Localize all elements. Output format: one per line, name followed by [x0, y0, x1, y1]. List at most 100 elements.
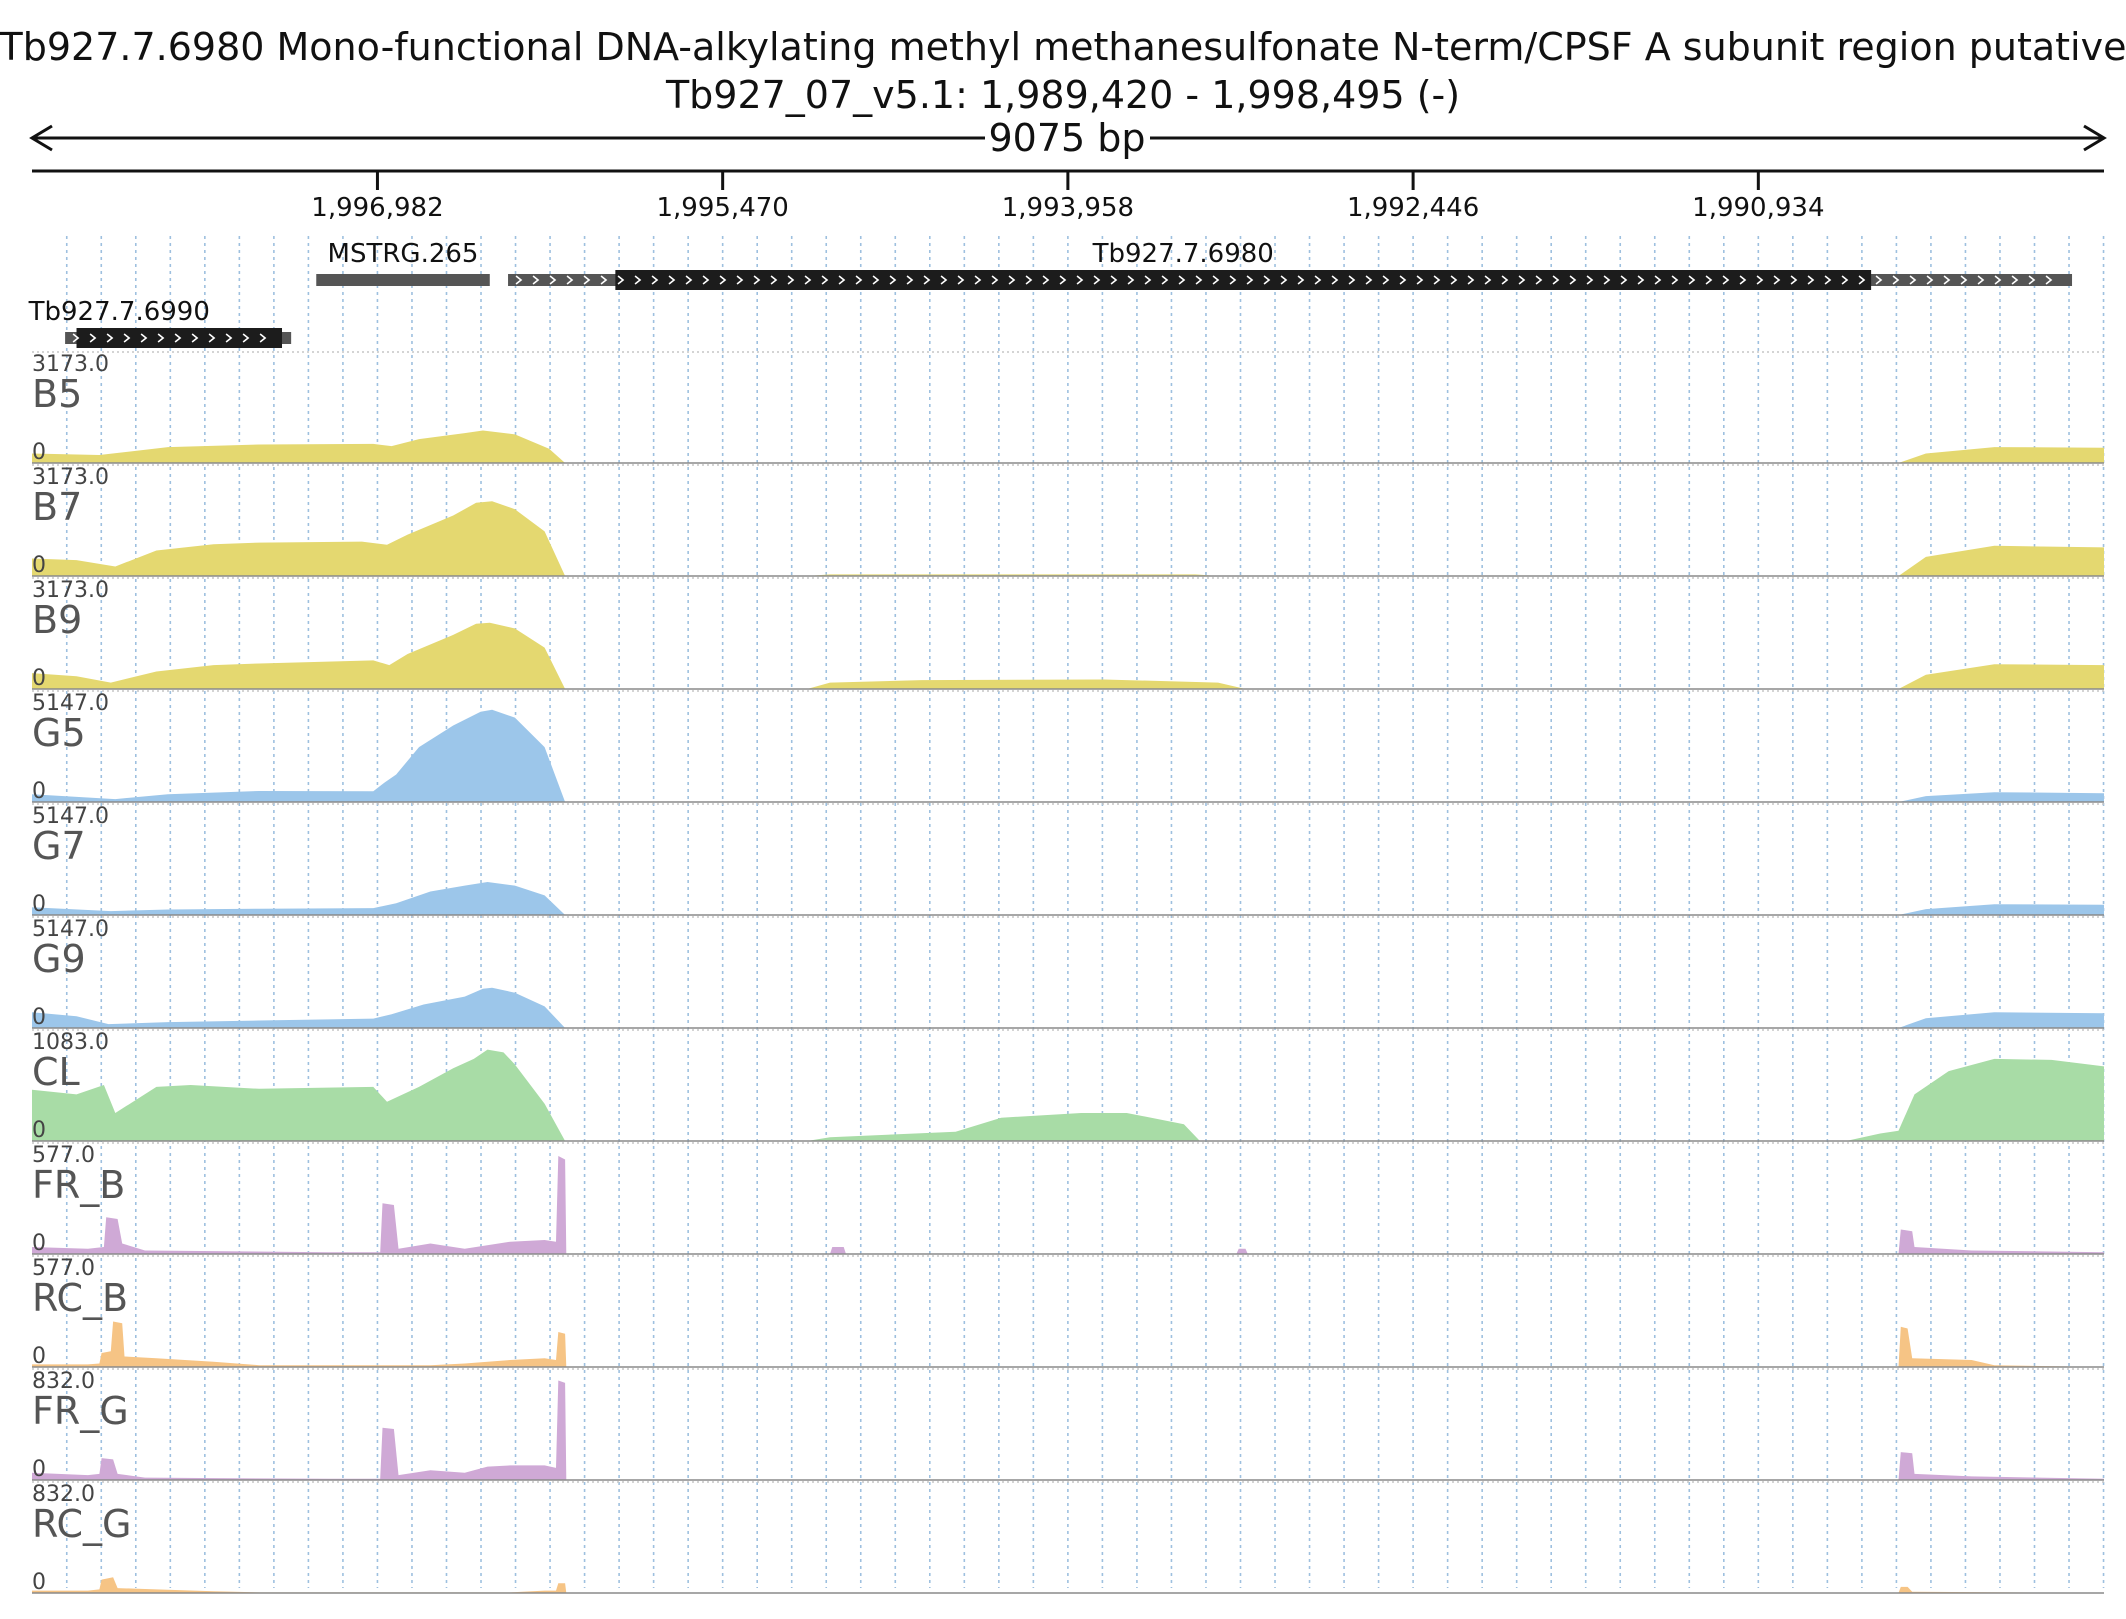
- track-b5: 3173.0B5 0: [32, 351, 2104, 465]
- track-min-label: 0: [32, 1231, 46, 1256]
- track-fr-g: 832.0FR_G 0: [32, 1368, 2104, 1482]
- track-max-label: 5147.0: [32, 691, 109, 716]
- track-b9: 3173.0B9 0: [32, 577, 2104, 691]
- strand-chevron-icon: [1960, 275, 1968, 285]
- coverage-area: [32, 987, 2104, 1028]
- track-min-label: 0: [32, 1118, 46, 1143]
- strand-chevron-icon: [1110, 275, 1118, 285]
- strand-chevron-icon: [991, 275, 999, 285]
- span-arrow-left-icon: [29, 124, 53, 152]
- gene-features: MSTRG.265 Tb927.7.6980 Tb927.7.6990: [28, 239, 2073, 348]
- strand-chevron-icon: [1671, 275, 1679, 285]
- track-max-label: 577.0: [32, 1256, 95, 1281]
- track-min-label: 0: [32, 553, 46, 578]
- strand-chevron-icon: [1365, 275, 1373, 285]
- strand-chevron-icon: [974, 275, 982, 285]
- coverage-area: [32, 430, 2104, 463]
- strand-chevron-icon: [838, 275, 846, 285]
- track-name: RC_G: [32, 1502, 132, 1546]
- strand-chevron-icon: [1212, 275, 1220, 285]
- axis-tick-label: 1,993,958: [1002, 193, 1134, 223]
- strand-chevron-icon: [174, 333, 182, 343]
- gene-label: MSTRG.265: [328, 239, 479, 269]
- track-name: FR_B: [32, 1163, 125, 1207]
- strand-chevron-icon: [89, 333, 97, 343]
- strand-chevron-icon: [957, 275, 965, 285]
- track-max-label: 577.0: [32, 1143, 95, 1168]
- strand-chevron-icon: [1722, 275, 1730, 285]
- strand-chevron-icon: [583, 275, 591, 285]
- strand-chevron-icon: [1433, 275, 1441, 285]
- coverage-area: [32, 1380, 2104, 1480]
- strand-chevron-icon: [940, 275, 948, 285]
- strand-chevron-icon: [736, 275, 744, 285]
- track-max-label: 3173.0: [32, 465, 109, 490]
- track-g7: 5147.0G7 0: [32, 803, 2104, 917]
- strand-chevron-icon: [719, 275, 727, 285]
- cds-bar: [615, 270, 1872, 290]
- track-max-label: 3173.0: [32, 578, 109, 603]
- strand-chevron-icon: [753, 275, 761, 285]
- strand-chevron-icon: [685, 275, 693, 285]
- coverage-area: [32, 882, 2104, 915]
- coverage-area: [32, 622, 2104, 689]
- strand-chevron-icon: [821, 275, 829, 285]
- strand-chevron-icon: [1042, 275, 1050, 285]
- coverage-area: [32, 709, 2104, 802]
- strand-chevron-icon: [1535, 275, 1543, 285]
- strand-chevron-icon: [1943, 275, 1951, 285]
- strand-chevron-icon: [1790, 275, 1798, 285]
- strand-chevron-icon: [1450, 275, 1458, 285]
- strand-chevron-icon: [191, 333, 199, 343]
- track-b7: 3173.0B7 0: [32, 464, 2104, 578]
- axis-ticks: 1,996,982 1,995,470 1,993,958 1,992,446 1,99…: [311, 171, 1824, 223]
- strand-chevron-icon: [855, 275, 863, 285]
- strand-chevron-icon: [1518, 275, 1526, 285]
- track-cl: 1083.0CL 0: [32, 1029, 2104, 1143]
- coverage-area: [32, 1577, 2104, 1593]
- span-ruler: 9075 bp: [29, 116, 2107, 160]
- strand-chevron-icon: [1603, 275, 1611, 285]
- strand-chevron-icon: [1263, 275, 1271, 285]
- locus-subtitle: Tb927_07_v5.1: 1,989,420 - 1,998,495 (-): [665, 73, 1460, 117]
- chart-title: Tb927.7.6980 Mono-functional DNA-alkylat…: [0, 25, 2126, 69]
- strand-chevron-icon: [617, 275, 625, 285]
- strand-chevron-icon: [157, 333, 165, 343]
- strand-chevron-icon: [1161, 275, 1169, 285]
- track-max-label: 3173.0: [32, 352, 109, 377]
- span-arrow-right-icon: [2083, 124, 2107, 152]
- strand-chevron-icon: [1314, 275, 1322, 285]
- strand-chevron-icon: [1059, 275, 1067, 285]
- strand-chevron-icon: [1484, 275, 1492, 285]
- strand-chevron-icon: [1926, 275, 1934, 285]
- strand-chevron-icon: [1144, 275, 1152, 285]
- track-max-label: 1083.0: [32, 1030, 109, 1055]
- strand-chevron-icon: [1501, 275, 1509, 285]
- strand-chevron-icon: [1297, 275, 1305, 285]
- strand-chevron-icon: [1025, 275, 1033, 285]
- strand-chevron-icon: [1909, 275, 1917, 285]
- track-fr-b: 577.0FR_B 0: [32, 1142, 2104, 1256]
- strand-chevron-icon: [702, 275, 710, 285]
- strand-chevron-icon: [770, 275, 778, 285]
- strand-chevron-icon: [1195, 275, 1203, 285]
- span-label: 9075 bp: [988, 116, 1145, 160]
- track-name: G5: [32, 711, 86, 755]
- gene-label: Tb927.7.6990: [28, 297, 210, 327]
- track-min-label: 0: [32, 1005, 46, 1030]
- gene-tb927-7-6980: Tb927.7.6980: [508, 239, 2073, 290]
- strand-chevron-icon: [923, 275, 931, 285]
- track-name: G9: [32, 937, 86, 981]
- track-g9: 5147.0G9 0: [32, 916, 2104, 1030]
- strand-chevron-icon: [1688, 275, 1696, 285]
- strand-chevron-icon: [1246, 275, 1254, 285]
- strand-chevron-icon: [1348, 275, 1356, 285]
- strand-chevron-icon: [1280, 275, 1288, 285]
- strand-chevron-icon: [1093, 275, 1101, 285]
- strand-chevron-icon: [1858, 275, 1866, 285]
- strand-chevron-icon: [1416, 275, 1424, 285]
- track-min-label: 0: [32, 1344, 46, 1369]
- strand-chevron-icon: [1127, 275, 1135, 285]
- track-max-label: 5147.0: [32, 917, 109, 942]
